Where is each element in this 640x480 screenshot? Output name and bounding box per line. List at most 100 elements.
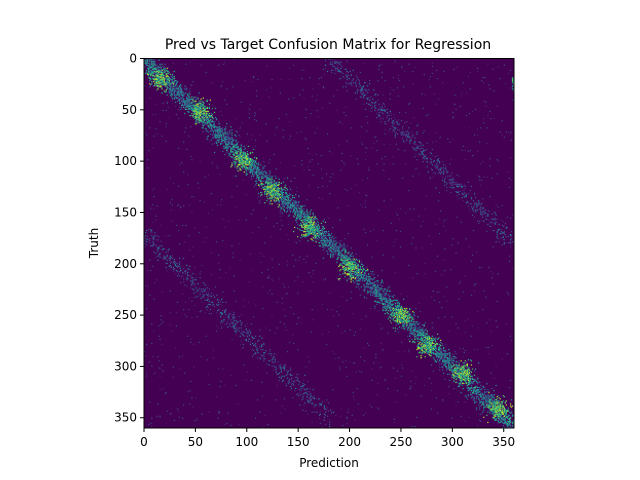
heatmap-cell — [486, 400, 488, 402]
heatmap-cell — [229, 132, 231, 134]
heatmap-cell — [151, 70, 153, 73]
heatmap-cell — [438, 353, 441, 355]
heatmap-cell — [299, 217, 301, 219]
heatmap-cell — [326, 245, 329, 247]
heatmap-cell — [382, 290, 384, 292]
heatmap-cell — [477, 386, 479, 389]
heatmap-cell — [376, 289, 378, 291]
heatmap-cell — [188, 101, 190, 103]
heatmap-cell — [438, 356, 441, 358]
heatmap-cell — [379, 288, 381, 290]
heatmap-cell — [364, 286, 367, 288]
heatmap-cell — [354, 259, 356, 261]
heatmap-cell — [242, 145, 244, 147]
heatmap-cell — [153, 71, 155, 74]
heatmap-cell — [422, 327, 424, 329]
heatmap-cell — [459, 374, 461, 376]
heatmap-cell — [271, 176, 273, 178]
heatmap-cell — [351, 260, 353, 262]
heatmap-cell — [271, 180, 273, 182]
heatmap-cell — [211, 137, 214, 139]
heatmap-cell — [413, 329, 415, 331]
heatmap-cell — [361, 277, 364, 279]
heatmap-cell — [165, 91, 167, 93]
heatmap-cell — [294, 202, 296, 204]
heatmap-cell — [235, 135, 237, 137]
heatmap-cell — [270, 182, 272, 184]
heatmap-cell — [444, 359, 446, 361]
heatmap-cell — [266, 174, 268, 176]
heatmap-cell — [198, 122, 200, 124]
heatmap-cell — [378, 290, 380, 292]
heatmap-cell — [432, 346, 435, 349]
heatmap-cell — [374, 277, 376, 279]
heatmap-cell — [156, 73, 158, 76]
heatmap-cell — [407, 319, 409, 321]
heatmap-cell — [454, 368, 456, 370]
heatmap-cell — [491, 387, 493, 390]
heatmap-cell — [395, 305, 398, 308]
heatmap-cell — [356, 269, 358, 272]
heatmap-cell — [175, 94, 178, 96]
heatmap-cell — [166, 69, 168, 72]
heatmap-cell — [374, 290, 376, 292]
heatmap-cell — [420, 335, 422, 337]
heatmap-cell — [178, 94, 181, 96]
heatmap-cell — [352, 261, 354, 263]
heatmap-cell — [349, 270, 351, 273]
heatmap-cell — [426, 332, 428, 334]
heatmap-cell — [263, 171, 265, 173]
heatmap-cell — [382, 308, 384, 311]
heatmap-cell — [294, 206, 296, 208]
heatmap-cell — [501, 419, 503, 422]
heatmap-cell — [324, 237, 327, 239]
heatmap-cell — [504, 422, 506, 425]
heatmap-cell — [452, 362, 454, 364]
heatmap-cell — [212, 137, 215, 139]
heatmap-cell — [413, 323, 415, 325]
heatmap-cell — [409, 332, 411, 334]
heatmap-cell — [488, 391, 490, 393]
heatmap-cell — [355, 286, 357, 288]
heatmap-cell — [424, 332, 426, 334]
heatmap-cell — [211, 120, 214, 122]
heatmap-cell — [503, 418, 505, 420]
heatmap-cell — [344, 251, 346, 253]
heatmap-cell — [226, 123, 228, 125]
heatmap-cell — [347, 264, 349, 267]
heatmap-cell — [406, 318, 408, 320]
heatmap-cell — [312, 229, 314, 232]
heatmap-cell — [290, 204, 293, 206]
heatmap-cell — [411, 320, 413, 322]
heatmap-cell — [496, 400, 498, 402]
heatmap-cell — [283, 196, 286, 198]
heatmap-cell — [508, 414, 511, 416]
heatmap-cell — [481, 401, 483, 403]
heatmap-cell — [430, 343, 432, 346]
heatmap-cell — [284, 203, 287, 205]
heatmap-cell — [359, 266, 362, 269]
heatmap-cell — [300, 215, 302, 217]
heatmap-cell — [175, 91, 178, 93]
heatmap-cell — [183, 95, 185, 97]
heatmap-cell — [401, 316, 404, 318]
heatmap-cell — [475, 396, 478, 398]
heatmap-cell — [449, 379, 451, 381]
heatmap-cell — [161, 82, 163, 84]
heatmap-cell — [225, 140, 227, 142]
heatmap-cell — [256, 180, 258, 182]
heatmap-cell — [477, 391, 479, 393]
heatmap-cell — [363, 284, 366, 286]
heatmap-cell — [491, 395, 493, 397]
heatmap-cell — [358, 288, 361, 290]
heatmap-cell — [509, 420, 512, 423]
heatmap-cell — [182, 101, 184, 103]
heatmap-cell — [200, 112, 202, 115]
heatmap-cell — [482, 398, 484, 400]
heatmap-cell — [416, 337, 418, 339]
heatmap-cell — [361, 265, 364, 268]
heatmap-cell — [185, 101, 187, 103]
heatmap-cell — [149, 65, 151, 67]
heatmap-cell — [444, 360, 446, 362]
heatmap-cell — [397, 307, 400, 310]
